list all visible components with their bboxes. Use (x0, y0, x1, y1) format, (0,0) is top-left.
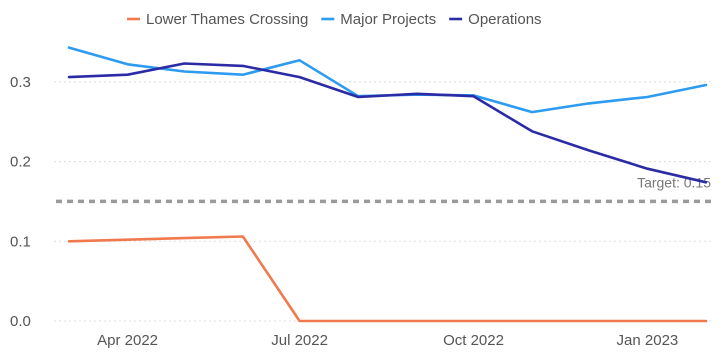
x-tick-label: Jul 2022 (271, 332, 328, 349)
x-axis: Apr 2022 Jul 2022 Oct 2022 Jan 2023 (97, 332, 678, 349)
chart-series (67, 46, 708, 323)
y-tick-label: 0.0 (10, 313, 31, 330)
x-tick-label: Apr 2022 (97, 332, 158, 349)
legend-label: Operations (468, 11, 541, 28)
series-line-major-projects (67, 46, 708, 114)
chart-grid (54, 81, 713, 322)
series-line-lower-thames-crossing (67, 235, 708, 323)
x-tick-label: Oct 2022 (443, 332, 504, 349)
legend-label: Major Projects (340, 11, 436, 28)
series-line-operations (67, 62, 708, 184)
legend-label: Lower Thames Crossing (146, 11, 308, 28)
y-axis: 0.0 0.1 0.2 0.3 (10, 74, 31, 330)
y-tick-label: 0.2 (10, 154, 31, 171)
chart-legend: Lower Thames Crossing Major Projects Opera… (127, 11, 542, 28)
target-reference: Target: 0.15 (56, 174, 713, 204)
target-label: Target: 0.15 (637, 174, 711, 190)
y-tick-label: 0.3 (10, 74, 31, 91)
x-tick-label: Jan 2023 (617, 332, 679, 349)
y-tick-label: 0.1 (10, 233, 31, 250)
